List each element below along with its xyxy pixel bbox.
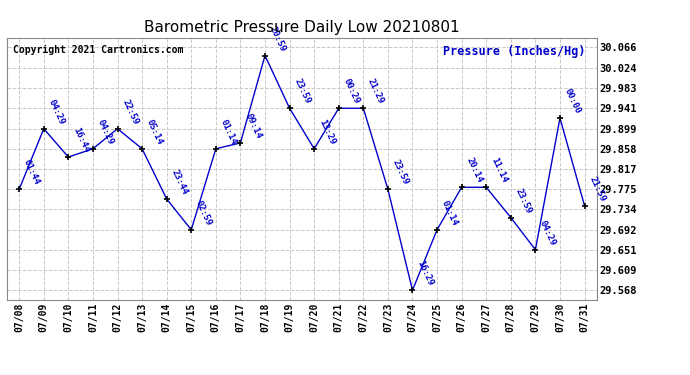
Text: 11:14: 11:14 (489, 156, 509, 184)
Text: 00:29: 00:29 (342, 77, 361, 105)
Text: 01:44: 01:44 (22, 158, 41, 186)
Text: 02:59: 02:59 (194, 199, 213, 227)
Text: 21:59: 21:59 (587, 175, 607, 203)
Text: 23:59: 23:59 (513, 187, 533, 215)
Text: 23:59: 23:59 (391, 158, 410, 186)
Text: Copyright 2021 Cartronics.com: Copyright 2021 Cartronics.com (13, 45, 183, 56)
Text: 05:14: 05:14 (145, 118, 164, 146)
Text: 16:44: 16:44 (71, 126, 90, 154)
Text: 04:29: 04:29 (96, 118, 115, 146)
Text: 16:29: 16:29 (415, 259, 435, 288)
Title: Barometric Pressure Daily Low 20210801: Barometric Pressure Daily Low 20210801 (144, 20, 460, 35)
Text: 04:29: 04:29 (538, 219, 558, 247)
Text: Pressure (Inches/Hg): Pressure (Inches/Hg) (442, 45, 585, 58)
Text: 20:14: 20:14 (464, 156, 484, 184)
Text: 23:44: 23:44 (170, 168, 189, 196)
Text: 01:14: 01:14 (440, 199, 460, 227)
Text: 22:59: 22:59 (120, 98, 140, 126)
Text: 09:14: 09:14 (243, 112, 263, 140)
Text: 23:59: 23:59 (293, 77, 312, 105)
Text: 20:59: 20:59 (268, 25, 287, 53)
Text: 00:00: 00:00 (563, 87, 582, 115)
Text: 04:29: 04:29 (46, 98, 66, 126)
Text: 21:29: 21:29 (366, 77, 386, 105)
Text: 13:29: 13:29 (317, 118, 337, 146)
Text: 01:14: 01:14 (219, 118, 238, 146)
